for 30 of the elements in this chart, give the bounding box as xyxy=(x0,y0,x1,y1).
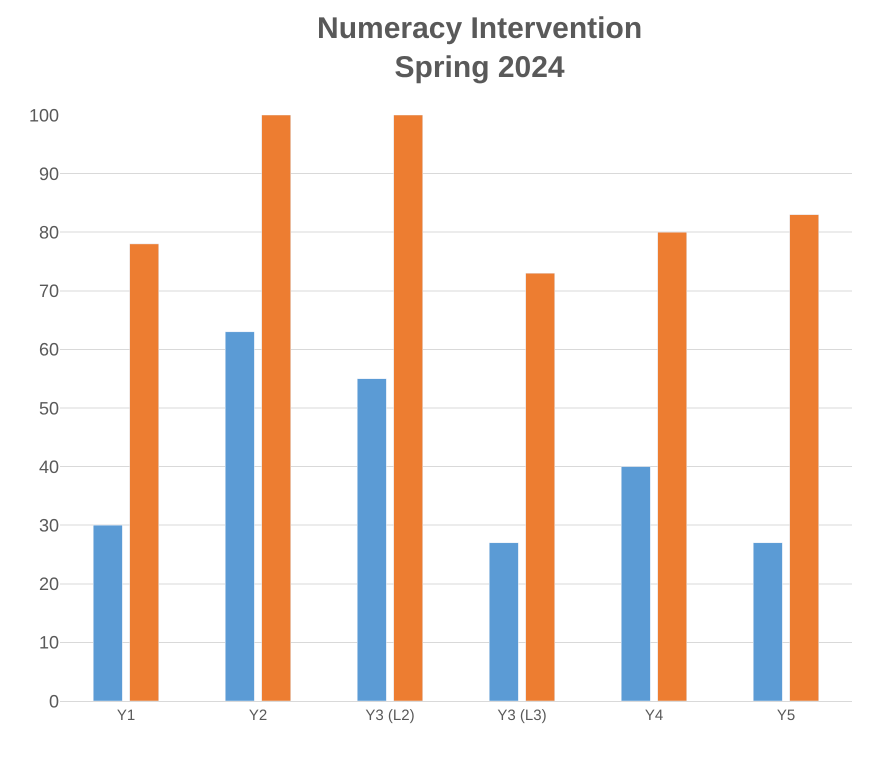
bar xyxy=(357,378,387,701)
y-tick-label: 30 xyxy=(38,516,59,536)
bar xyxy=(789,214,819,701)
bar xyxy=(261,115,291,701)
y-tick-label: 80 xyxy=(38,222,59,242)
bar xyxy=(621,466,651,701)
bar xyxy=(225,332,255,701)
y-tick-label: 60 xyxy=(38,340,59,360)
x-tick-label: Y4 xyxy=(644,707,664,724)
bar xyxy=(657,232,687,701)
y-tick-label: 20 xyxy=(38,574,59,594)
bar xyxy=(525,272,555,701)
x-tick-label: Y2 xyxy=(248,707,268,724)
x-tick-label: Y3 (L2) xyxy=(365,707,415,724)
y-tick-label: 10 xyxy=(38,632,59,653)
y-tick-label: 70 xyxy=(38,281,59,302)
bar xyxy=(93,524,123,701)
y-tick-label: 90 xyxy=(38,164,59,184)
x-tick-label: Y5 xyxy=(776,707,796,724)
x-tick-label: Y1 xyxy=(116,707,136,724)
bar xyxy=(753,542,783,701)
bar xyxy=(129,244,159,701)
y-tick-label: 40 xyxy=(38,456,59,477)
x-tick-label: Y3 (L3) xyxy=(497,707,547,724)
bar xyxy=(489,542,519,701)
y-tick-label: 50 xyxy=(38,398,59,418)
chart-title: Numeracy Intervention Spring 2024 xyxy=(317,12,642,84)
bar xyxy=(393,115,423,701)
y-tick-label: 0 xyxy=(48,691,59,712)
y-tick-label: 100 xyxy=(28,105,59,126)
